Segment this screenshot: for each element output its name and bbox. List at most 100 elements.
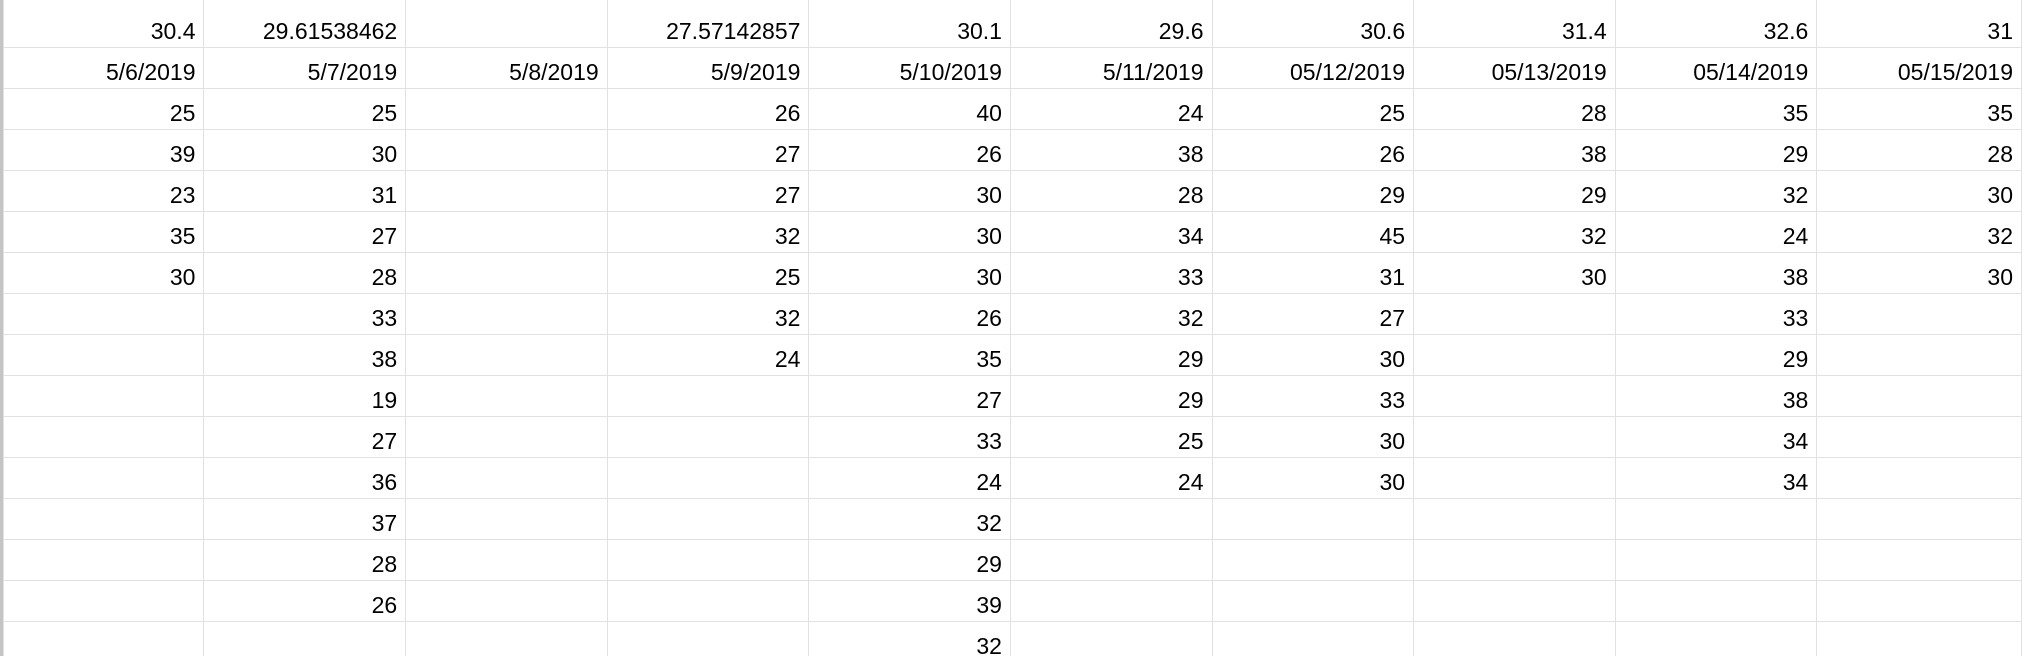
sheet-cell[interactable] xyxy=(1614,621,1818,656)
sheet-cell[interactable]: 32 xyxy=(606,211,810,253)
sheet-cell[interactable] xyxy=(1816,539,2022,581)
sheet-cell[interactable] xyxy=(1816,580,2022,622)
sheet-cell[interactable]: 38 xyxy=(1614,252,1818,294)
sheet-cell[interactable] xyxy=(203,621,407,656)
sheet-cell[interactable]: 33 xyxy=(1614,293,1818,335)
sheet-cell[interactable]: 34 xyxy=(1009,211,1213,253)
sheet-cell[interactable] xyxy=(1816,334,2022,376)
sheet-cell[interactable] xyxy=(1413,457,1616,499)
sheet-cell[interactable] xyxy=(405,580,608,622)
sheet-cell[interactable]: 31 xyxy=(203,170,407,212)
sheet-cell[interactable] xyxy=(606,580,810,622)
sheet-cell[interactable] xyxy=(3,539,205,581)
sheet-cell[interactable] xyxy=(405,129,608,171)
sheet-cell[interactable] xyxy=(1413,539,1616,581)
sheet-cell[interactable] xyxy=(606,457,810,499)
sheet-cell[interactable]: 32 xyxy=(1009,293,1213,335)
sheet-cell[interactable]: 30.4 xyxy=(3,0,205,48)
sheet-cell[interactable]: 30 xyxy=(1211,334,1415,376)
sheet-cell[interactable] xyxy=(3,375,205,417)
sheet-cell[interactable]: 27 xyxy=(203,211,407,253)
sheet-cell[interactable] xyxy=(1211,498,1415,540)
sheet-cell[interactable]: 30.6 xyxy=(1211,0,1415,48)
sheet-cell[interactable]: 27 xyxy=(203,416,407,458)
sheet-cell[interactable]: 05/15/2019 xyxy=(1816,47,2022,89)
sheet-cell[interactable]: 29 xyxy=(1211,170,1415,212)
sheet-cell[interactable]: 38 xyxy=(1413,129,1616,171)
sheet-cell[interactable] xyxy=(1816,293,2022,335)
sheet-cell[interactable]: 39 xyxy=(808,580,1011,622)
sheet-cell[interactable]: 29.61538462 xyxy=(203,0,407,48)
sheet-cell[interactable] xyxy=(405,252,608,294)
sheet-cell[interactable] xyxy=(1816,416,2022,458)
sheet-cell[interactable] xyxy=(1413,498,1616,540)
sheet-cell[interactable]: 29 xyxy=(808,539,1011,581)
sheet-cell[interactable]: 29.6 xyxy=(1009,0,1213,48)
sheet-cell[interactable]: 05/12/2019 xyxy=(1211,47,1415,89)
sheet-cell[interactable]: 30 xyxy=(1816,252,2022,294)
sheet-cell[interactable] xyxy=(405,416,608,458)
sheet-cell[interactable] xyxy=(405,0,608,48)
sheet-cell[interactable]: 28 xyxy=(1816,129,2022,171)
sheet-cell[interactable]: 5/9/2019 xyxy=(606,47,810,89)
sheet-cell[interactable] xyxy=(1413,580,1616,622)
sheet-cell[interactable]: 32 xyxy=(1413,211,1616,253)
sheet-cell[interactable]: 40 xyxy=(808,88,1011,130)
sheet-cell[interactable]: 35 xyxy=(808,334,1011,376)
sheet-cell[interactable] xyxy=(3,334,205,376)
sheet-cell[interactable]: 26 xyxy=(1211,129,1415,171)
sheet-cell[interactable]: 29 xyxy=(1614,334,1818,376)
sheet-cell[interactable]: 30 xyxy=(808,252,1011,294)
sheet-cell[interactable] xyxy=(3,580,205,622)
sheet-cell[interactable]: 28 xyxy=(203,539,407,581)
sheet-cell[interactable]: 33 xyxy=(808,416,1011,458)
sheet-cell[interactable]: 32 xyxy=(808,621,1011,656)
sheet-cell[interactable]: 30 xyxy=(203,129,407,171)
sheet-cell[interactable]: 30 xyxy=(808,170,1011,212)
sheet-cell[interactable] xyxy=(405,498,608,540)
sheet-cell[interactable] xyxy=(1816,457,2022,499)
sheet-cell[interactable] xyxy=(1413,293,1616,335)
sheet-cell[interactable] xyxy=(3,293,205,335)
sheet-cell[interactable]: 27 xyxy=(808,375,1011,417)
sheet-cell[interactable] xyxy=(606,621,810,656)
sheet-cell[interactable]: 39 xyxy=(3,129,205,171)
sheet-cell[interactable] xyxy=(1413,621,1616,656)
sheet-cell[interactable]: 32.6 xyxy=(1614,0,1818,48)
sheet-cell[interactable]: 27 xyxy=(1211,293,1415,335)
sheet-cell[interactable] xyxy=(3,457,205,499)
sheet-cell[interactable] xyxy=(1413,416,1616,458)
sheet-cell[interactable] xyxy=(1816,498,2022,540)
sheet-cell[interactable]: 30 xyxy=(808,211,1011,253)
sheet-cell[interactable] xyxy=(3,498,205,540)
sheet-cell[interactable]: 27 xyxy=(606,170,810,212)
sheet-cell[interactable] xyxy=(1009,539,1213,581)
sheet-cell[interactable]: 5/7/2019 xyxy=(203,47,407,89)
sheet-cell[interactable]: 32 xyxy=(606,293,810,335)
sheet-cell[interactable]: 30.1 xyxy=(808,0,1011,48)
sheet-cell[interactable] xyxy=(405,88,608,130)
sheet-cell[interactable]: 32 xyxy=(808,498,1011,540)
sheet-cell[interactable]: 19 xyxy=(203,375,407,417)
sheet-cell[interactable] xyxy=(405,170,608,212)
sheet-cell[interactable]: 45 xyxy=(1211,211,1415,253)
sheet-cell[interactable]: 25 xyxy=(1211,88,1415,130)
sheet-cell[interactable]: 30 xyxy=(3,252,205,294)
sheet-cell[interactable] xyxy=(1009,621,1213,656)
sheet-cell[interactable] xyxy=(606,539,810,581)
sheet-cell[interactable]: 24 xyxy=(1614,211,1818,253)
sheet-cell[interactable]: 31 xyxy=(1211,252,1415,294)
sheet-cell[interactable] xyxy=(1614,498,1818,540)
sheet-cell[interactable]: 29 xyxy=(1614,129,1818,171)
sheet-cell[interactable]: 26 xyxy=(203,580,407,622)
sheet-cell[interactable]: 29 xyxy=(1009,334,1213,376)
sheet-cell[interactable] xyxy=(405,211,608,253)
sheet-cell[interactable]: 35 xyxy=(3,211,205,253)
sheet-cell[interactable]: 38 xyxy=(1009,129,1213,171)
sheet-cell[interactable]: 28 xyxy=(1009,170,1213,212)
sheet-cell[interactable]: 25 xyxy=(3,88,205,130)
sheet-cell[interactable]: 38 xyxy=(203,334,407,376)
sheet-cell[interactable]: 36 xyxy=(203,457,407,499)
sheet-cell[interactable] xyxy=(405,375,608,417)
sheet-cell[interactable]: 30 xyxy=(1211,416,1415,458)
